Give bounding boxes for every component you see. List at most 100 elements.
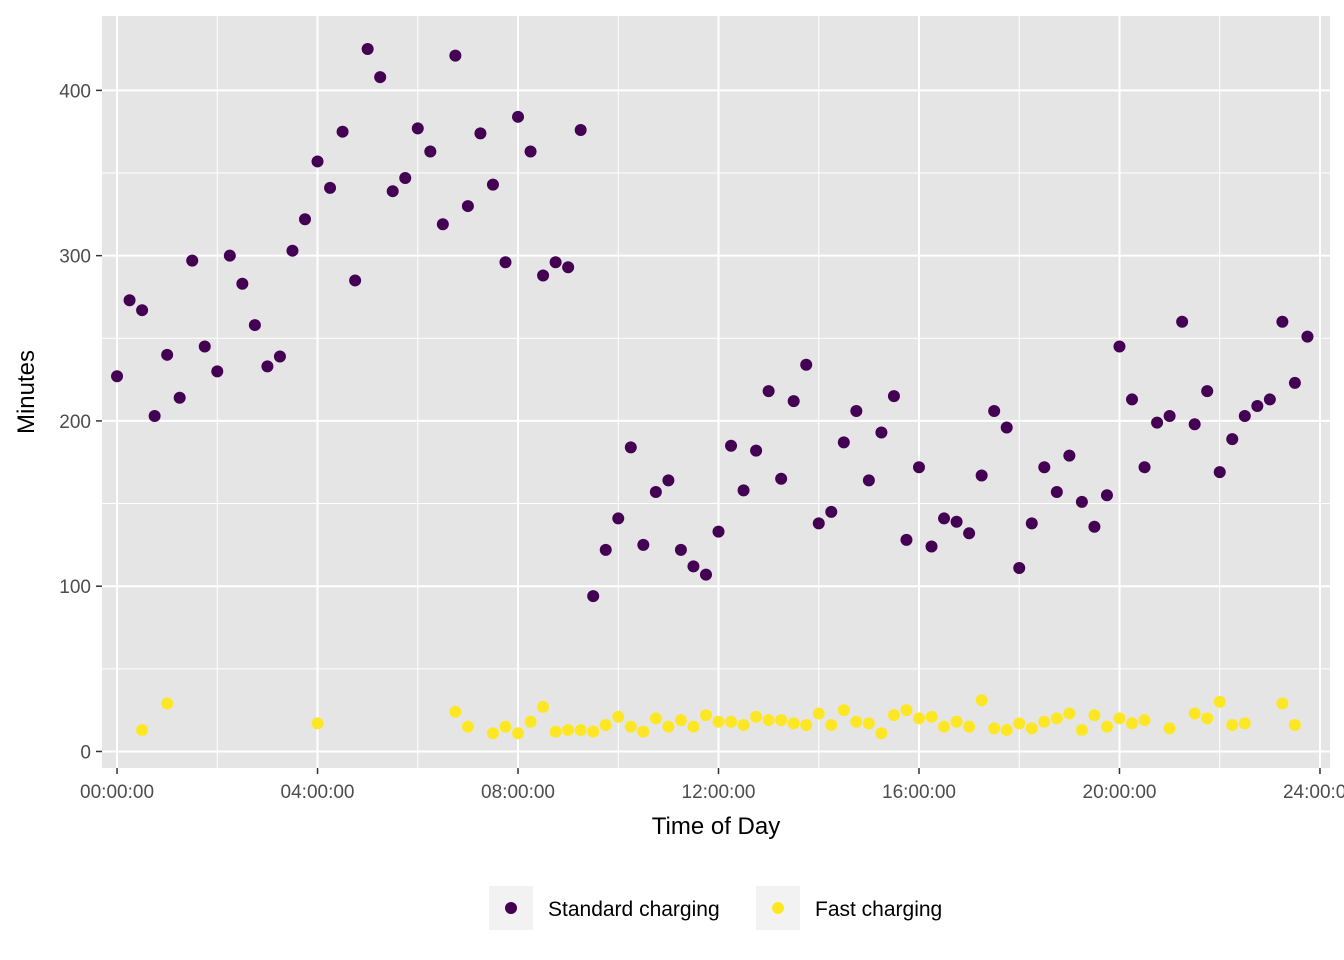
standard-charging-point bbox=[136, 304, 149, 317]
standard-charging-point bbox=[612, 512, 625, 525]
standard-charging-point bbox=[198, 340, 211, 353]
standard-charging-point bbox=[1126, 393, 1139, 406]
standard-charging-point bbox=[1013, 562, 1026, 575]
fast-charging-point bbox=[662, 720, 675, 733]
legend-swatch-fast bbox=[772, 902, 784, 914]
standard-charging-point bbox=[562, 261, 575, 274]
standard-charging-point bbox=[236, 277, 249, 290]
fast-charging-point bbox=[486, 727, 499, 740]
standard-charging-point bbox=[173, 391, 186, 404]
standard-charging-point bbox=[1000, 421, 1013, 434]
fast-charging-point bbox=[136, 723, 149, 736]
fast-charging-point bbox=[499, 720, 512, 733]
fast-charging-point bbox=[1013, 717, 1026, 730]
standard-charging-point bbox=[1025, 517, 1038, 530]
standard-charging-point bbox=[837, 436, 850, 449]
fast-charging-point bbox=[938, 720, 951, 733]
standard-charging-point bbox=[524, 145, 537, 158]
fast-charging-point bbox=[1201, 712, 1214, 725]
standard-charging-point bbox=[1075, 495, 1088, 508]
fast-charging-point bbox=[311, 717, 324, 730]
standard-charging-point bbox=[424, 145, 437, 158]
fast-charging-point bbox=[1213, 695, 1226, 708]
standard-charging-point bbox=[787, 395, 800, 408]
legend-swatch-standard bbox=[505, 902, 517, 914]
standard-charging-point bbox=[1100, 489, 1113, 502]
standard-charging-point bbox=[1226, 433, 1239, 446]
fast-charging-point bbox=[975, 694, 988, 707]
standard-charging-point bbox=[875, 426, 888, 439]
standard-charging-point bbox=[474, 127, 487, 140]
data-points bbox=[111, 43, 1314, 740]
standard-charging-point bbox=[662, 474, 675, 487]
fast-charging-point bbox=[950, 715, 963, 728]
fast-charging-point bbox=[1113, 712, 1126, 725]
standard-charging-point bbox=[825, 505, 838, 518]
standard-charging-point bbox=[111, 370, 124, 383]
standard-charging-point bbox=[537, 269, 550, 282]
y-axis-title: Minutes bbox=[13, 350, 40, 434]
x-tick-label: 24:00:00 bbox=[1283, 782, 1344, 803]
x-tick-label: 20:00:00 bbox=[1083, 782, 1157, 803]
standard-charging-point bbox=[499, 256, 512, 269]
standard-charging-point bbox=[938, 512, 951, 525]
standard-charging-point bbox=[624, 441, 637, 454]
standard-charging-point bbox=[900, 533, 913, 546]
fast-charging-point bbox=[800, 719, 813, 732]
y-tick-label: 100 bbox=[59, 577, 91, 598]
fast-charging-point bbox=[762, 714, 775, 727]
fast-charging-point bbox=[161, 697, 174, 710]
standard-charging-point bbox=[1138, 461, 1151, 474]
standard-charging-point bbox=[800, 358, 813, 371]
standard-charging-point bbox=[649, 485, 662, 498]
legend-label-standard: Standard charging bbox=[548, 898, 720, 921]
fast-charging-point bbox=[1226, 719, 1239, 732]
plot-panel bbox=[102, 16, 1330, 768]
fast-charging-point bbox=[1126, 717, 1139, 730]
standard-charging-point bbox=[1238, 409, 1251, 422]
standard-charging-point bbox=[687, 560, 700, 573]
standard-charging-point bbox=[1050, 485, 1063, 498]
standard-charging-point bbox=[186, 254, 199, 267]
fast-charging-point bbox=[1025, 722, 1038, 735]
standard-charging-point bbox=[361, 43, 374, 56]
fast-charging-point bbox=[725, 715, 738, 728]
standard-charging-point bbox=[674, 543, 687, 556]
standard-charging-point bbox=[549, 256, 562, 269]
fast-charging-point bbox=[912, 712, 925, 725]
x-tick-label: 08:00:00 bbox=[481, 782, 555, 803]
standard-charging-point bbox=[912, 461, 925, 474]
fast-charging-point bbox=[699, 709, 712, 722]
fast-charging-point bbox=[988, 722, 1001, 735]
standard-charging-point bbox=[750, 444, 763, 457]
standard-charging-point bbox=[925, 540, 938, 553]
fast-charging-point bbox=[1163, 722, 1176, 735]
y-tick-label: 0 bbox=[80, 742, 91, 763]
fast-charging-point bbox=[449, 705, 462, 718]
fast-charging-point bbox=[787, 717, 800, 730]
standard-charging-point bbox=[161, 348, 174, 361]
fast-charging-point bbox=[837, 704, 850, 717]
fast-charging-point bbox=[1075, 723, 1088, 736]
standard-charging-point bbox=[1163, 409, 1176, 422]
standard-charging-point bbox=[399, 171, 412, 184]
fast-charging-point bbox=[562, 723, 575, 736]
standard-charging-point bbox=[887, 390, 900, 403]
standard-charging-point bbox=[311, 155, 324, 168]
fast-charging-point bbox=[587, 725, 600, 738]
standard-charging-point bbox=[699, 568, 712, 581]
standard-charging-point bbox=[223, 249, 236, 262]
fast-charging-point bbox=[875, 727, 888, 740]
standard-charging-point bbox=[1063, 449, 1076, 462]
fast-charging-point bbox=[712, 715, 725, 728]
legend-label-fast: Fast charging bbox=[815, 898, 942, 921]
fast-charging-point bbox=[1276, 697, 1289, 710]
standard-charging-point bbox=[261, 360, 274, 373]
fast-charging-point bbox=[537, 700, 550, 713]
standard-charging-point bbox=[1188, 418, 1201, 431]
standard-charging-point bbox=[762, 385, 775, 398]
standard-charging-point bbox=[587, 590, 600, 603]
standard-charging-point bbox=[950, 515, 963, 528]
standard-charging-point bbox=[1301, 330, 1314, 343]
x-tick-label: 00:00:00 bbox=[80, 782, 154, 803]
